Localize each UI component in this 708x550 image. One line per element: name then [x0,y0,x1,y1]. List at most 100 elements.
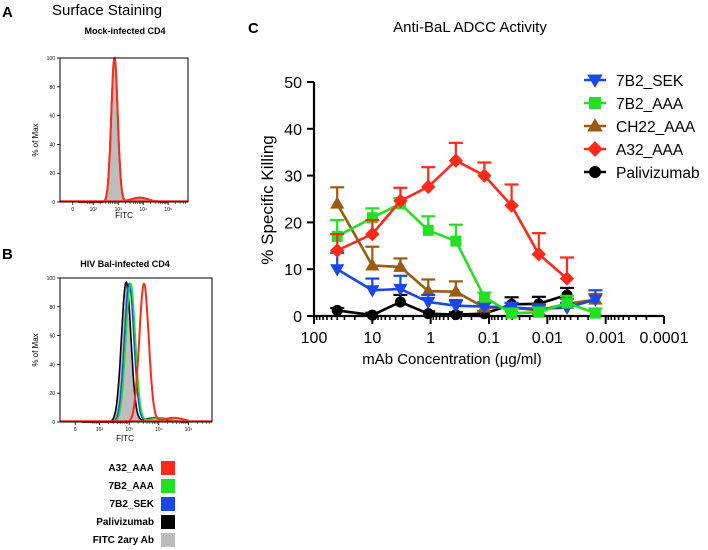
panel-a-subtitle: Mock-infected CD4 [84,26,166,36]
legend-item-7b2-aaa: 7B2_AAA [584,96,684,113]
hist-b-xticks: 0 10² 10³ 10⁴ 10⁵ [74,422,210,433]
hist-ytick-label: 100 [47,276,56,282]
data-point [589,307,601,319]
adcc-chart: Anti-BaL ADCC Activity % Specific Killin… [258,19,700,368]
hist-xtick-label: 10³ [126,427,134,433]
hist-ytick-label: 100 [47,56,56,62]
hist-ytick-label: 60 [49,334,55,340]
data-point [478,291,490,303]
hist-b-ylabel: % of Max [31,333,40,366]
series-line [336,202,596,315]
data-point [588,294,603,307]
legend-label: A32_AAA [616,142,684,159]
legend-swatch [161,515,175,529]
hist-curve-7b2-aaa [78,56,169,203]
hist-a-curves [60,56,188,203]
y-tick-label: 10 [284,262,302,279]
hist-curve-fitc-2ary-ab [78,57,169,203]
chart-series [330,141,603,321]
legend-label: CH22_AAA [616,119,696,136]
hist-xtick-label: 10² [90,207,98,213]
chart-title: Anti-BaL ADCC Activity [393,19,547,36]
hist-xtick-label: 0 [71,207,74,213]
legend-swatch [161,533,175,547]
histogram-b: % of Max 0 20 40 60 80 100 0 10² 10³ 10⁴ 10⁵ FITC [31,276,213,443]
series-7b2-aaa [330,196,603,319]
legend-item-palivizumab: Palivizumab [62,514,202,532]
data-point [422,308,434,320]
data-point [365,285,380,298]
legend-label: 7B2_AAA [616,96,684,113]
panel-a-heading: Surface Staining [52,2,163,19]
x-tick-label: 0.0001 [640,330,689,347]
legend-item-palivizumab: Palivizumab [584,165,700,182]
hist-xtick-label: 10⁵ [164,207,172,213]
series-a32-aaa [330,141,575,286]
hist-xtick-label: 10⁵ [185,427,193,433]
data-point [330,196,345,209]
hist-ytick-label: 20 [49,391,55,397]
panel-letter-a: A [2,4,13,21]
data-point [393,193,408,209]
hist-ytick-label: 60 [49,114,55,120]
y-tick-label: 20 [284,215,302,232]
data-point [448,153,464,168]
data-point [331,304,343,316]
data-point [504,198,519,213]
hist-a-xlabel: FITC [115,211,133,220]
legend-marker [589,97,601,109]
hist-a-yticks: 0 20 40 60 80 100 [47,56,60,206]
legend-item-7b2-sek: 7B2_SEK [584,73,684,90]
legend-label: 7B2_AAA [108,481,154,492]
legend-marker [587,74,603,88]
hist-b-frame [59,277,213,423]
hist-xtick-label: 10⁴ [139,207,147,213]
data-point [421,179,436,195]
hist-ytick-label: 40 [49,362,55,368]
hist-a-frame [59,57,189,203]
legend-label: 7B2_SEK [109,499,154,510]
data-point [477,168,492,183]
data-point [366,309,378,321]
y-tick-label: 0 [293,309,302,326]
legend-marker [589,166,601,178]
data-point [533,306,545,318]
data-point [531,247,547,262]
hist-ytick-label: 20 [49,171,55,177]
hist-xtick-label: 0 [74,427,77,433]
data-point [422,224,434,236]
legend-label: Palivizumab [96,517,154,528]
data-point [394,296,406,308]
data-point [559,271,575,286]
y-tick-label: 40 [284,122,302,139]
series-7b2-sek [330,251,603,317]
hist-b-yticks: 0 20 40 60 80 100 [47,276,60,426]
data-point [393,259,408,272]
hist-b-curves [60,281,212,423]
legend-swatch [161,497,175,511]
data-point [450,235,462,247]
hist-curve-a32-aaa [78,56,169,203]
legend-label: 7B2_SEK [616,73,684,90]
hist-ytick-label: 0 [52,200,55,206]
legend-label: Palivizumab [616,165,700,182]
data-point [561,297,573,309]
x-tick-label: 0.1 [478,330,500,347]
hist-xtick-label: 10² [96,427,104,433]
hist-ytick-label: 40 [49,142,55,148]
data-point [365,258,380,271]
data-point [365,226,380,242]
chart-legend: 7B2_SEK 7B2_AAA CH22_AAA A32_AAA Palivizumab [584,73,700,182]
legend-label: FITC 2ary Ab [92,535,154,546]
data-point [448,300,463,313]
data-point [393,283,408,297]
data-point [421,296,436,310]
legend-item-fitc-2ary-ab: FITC 2ary Ab [62,532,202,550]
histogram-a: % of Max 0 20 40 60 80 100 0 10² 10³ 10⁴ 10⁵ FITC [31,56,189,220]
histogram-legend: A32_AAA 7B2_AAA 7B2_SEK Palivizumab FITC… [0,460,220,547]
legend-item-a32-aaa: A32_AAA [62,460,202,478]
hist-ytick-label: 0 [52,420,55,426]
y-tick-label: 50 [284,75,302,92]
data-point [448,284,463,297]
hist-curve-7b2-sek [78,56,169,203]
